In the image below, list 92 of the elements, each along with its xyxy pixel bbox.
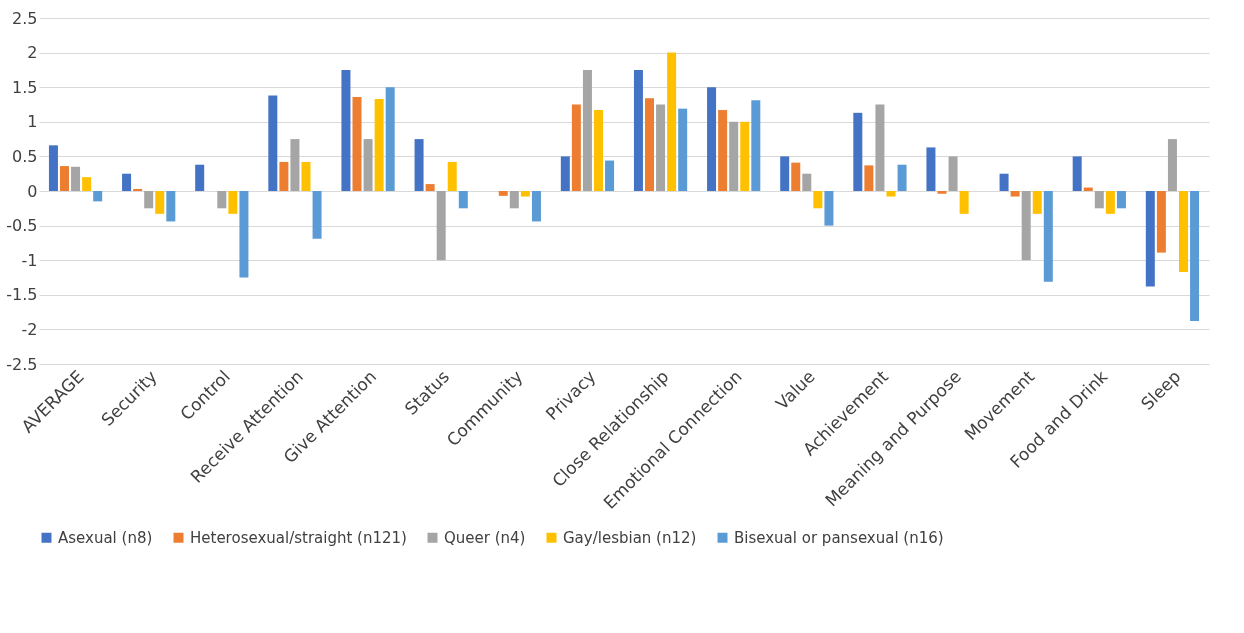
bar <box>166 191 176 222</box>
y-tick-label: -1.5 <box>6 285 38 305</box>
legend-label: Queer (n4) <box>444 528 526 547</box>
bar <box>802 173 812 191</box>
bar <box>740 121 750 191</box>
bar <box>195 164 205 191</box>
bar <box>667 52 677 191</box>
bar <box>531 191 541 222</box>
bar <box>948 156 958 191</box>
bar <box>999 173 1009 191</box>
bar <box>71 166 81 191</box>
bar <box>385 87 395 191</box>
bar <box>605 160 615 191</box>
bar <box>1145 191 1155 287</box>
bar <box>926 147 936 191</box>
bar <box>678 108 688 191</box>
bar <box>1190 191 1200 322</box>
bar <box>1156 191 1166 253</box>
bar <box>341 69 351 191</box>
bar <box>1105 191 1115 214</box>
bar <box>414 139 424 191</box>
bar <box>228 191 238 214</box>
bar <box>498 191 508 196</box>
y-tick-label: -0.5 <box>6 216 38 236</box>
y-tick-label: 0.5 <box>12 146 38 166</box>
y-tick-label: -2.5 <box>6 354 38 374</box>
bar <box>594 110 603 191</box>
bar <box>374 98 384 191</box>
bar <box>447 161 457 191</box>
y-tick-label: 2.5 <box>12 8 38 28</box>
bar <box>1021 191 1031 261</box>
bar <box>560 156 570 191</box>
legend-label: Heterosexual/straight (n121) <box>190 528 407 547</box>
y-tick-label: 0 <box>27 181 38 201</box>
bar <box>48 145 58 191</box>
legend-label: Asexual (n8) <box>58 528 153 547</box>
bar <box>791 162 801 191</box>
bar <box>122 173 132 191</box>
y-tick-label: -2 <box>21 319 38 339</box>
bar <box>937 191 947 194</box>
bar <box>1167 139 1177 191</box>
bar <box>436 191 446 261</box>
bar <box>363 139 373 191</box>
bar <box>718 110 728 191</box>
bar <box>352 96 362 191</box>
bar <box>959 191 969 214</box>
bar <box>217 191 227 209</box>
bar <box>155 191 165 214</box>
bar <box>290 139 300 191</box>
bar <box>656 104 666 191</box>
bar <box>897 164 907 191</box>
bar <box>645 98 654 191</box>
y-tick-label: 2 <box>27 43 38 63</box>
bar <box>853 112 863 191</box>
bar <box>458 191 468 209</box>
bar <box>312 191 322 239</box>
bar <box>1179 191 1188 272</box>
bar <box>133 188 143 191</box>
bar <box>1072 156 1082 191</box>
bar <box>751 100 761 191</box>
bar <box>886 191 896 197</box>
bar <box>239 191 249 278</box>
bar <box>425 184 435 191</box>
bar <box>82 177 92 191</box>
bar <box>707 87 717 191</box>
bar <box>571 104 581 191</box>
bar <box>1043 191 1053 282</box>
bar <box>824 191 834 226</box>
legend-label: Bisexual or pansexual (n16) <box>734 528 944 547</box>
bar <box>1010 191 1020 197</box>
bar <box>144 191 154 209</box>
bar <box>780 156 790 191</box>
bar <box>875 104 885 191</box>
bar <box>1094 191 1104 209</box>
bar <box>864 165 874 191</box>
bar <box>93 191 103 202</box>
bar <box>60 166 69 191</box>
bar <box>520 191 530 197</box>
bar <box>729 121 739 191</box>
bar <box>268 95 278 191</box>
bar <box>301 161 311 191</box>
bar <box>1032 191 1042 214</box>
bar <box>1116 191 1126 209</box>
bar <box>509 191 519 209</box>
bar <box>813 191 823 209</box>
y-tick-label: -1 <box>21 250 38 270</box>
legend-label: Gay/lesbian (n12) <box>563 528 697 547</box>
bar <box>633 69 643 191</box>
y-tick-label: 1.5 <box>12 77 38 97</box>
bar <box>279 161 289 191</box>
bar <box>582 69 592 191</box>
y-tick-label: 1 <box>27 112 38 132</box>
